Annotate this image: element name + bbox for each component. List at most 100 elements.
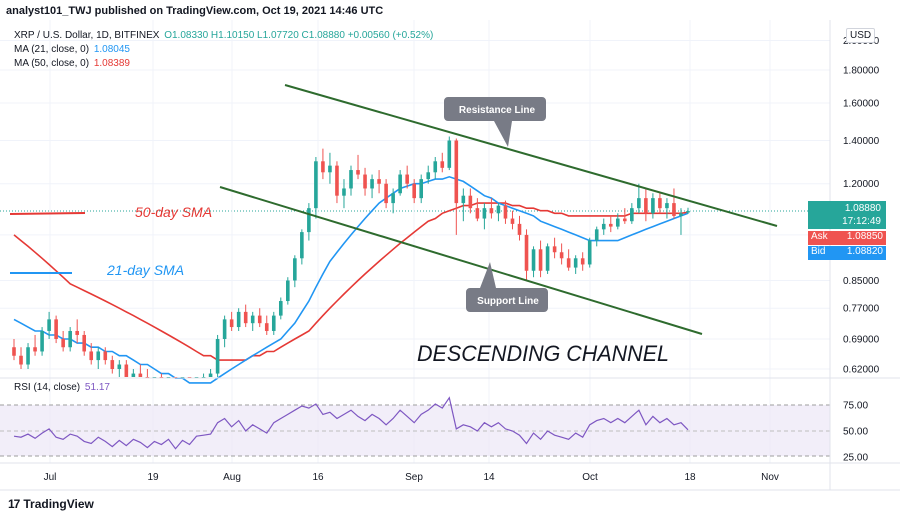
candle xyxy=(54,315,58,344)
rsi-tick-label: 25.00 xyxy=(843,453,868,464)
candle-body xyxy=(412,183,416,199)
candle xyxy=(384,179,388,209)
candle xyxy=(433,157,438,180)
candle xyxy=(398,170,402,196)
price-tick-label: 1.60000 xyxy=(843,99,880,110)
candle xyxy=(461,188,466,222)
candle-body xyxy=(665,203,669,209)
candle-body xyxy=(377,179,381,184)
tradingview-footer[interactable]: 17 TradingView xyxy=(8,497,94,511)
candle-body xyxy=(552,246,557,253)
candle xyxy=(644,188,648,222)
candle xyxy=(335,161,339,204)
candle xyxy=(426,165,431,184)
pattern-label: DESCENDING CHANNEL xyxy=(417,341,669,366)
ma21-legend: MA (21, close, 0) 1.08045 xyxy=(14,44,130,55)
candle-body xyxy=(257,315,262,324)
candle-body xyxy=(405,174,409,184)
candle xyxy=(377,170,381,194)
ask-value: 1.08850 xyxy=(846,231,883,242)
bid-value: 1.08820 xyxy=(846,246,883,257)
bid-price-tag: Bid 1.08820 xyxy=(808,246,886,260)
price-tick-label: 0.62000 xyxy=(843,365,880,376)
candle xyxy=(349,165,353,196)
candle-body xyxy=(33,347,37,352)
candle xyxy=(573,255,578,274)
candle xyxy=(208,369,213,377)
candle xyxy=(496,203,501,222)
candle-body xyxy=(243,311,248,324)
candle xyxy=(503,200,508,224)
candle xyxy=(47,311,51,339)
candle-body xyxy=(82,334,87,352)
ma21-line xyxy=(13,175,689,384)
bid-label: Bid xyxy=(811,246,826,257)
candle xyxy=(630,203,634,224)
candle xyxy=(264,315,269,335)
candle xyxy=(454,138,459,235)
candle xyxy=(679,208,683,235)
candle xyxy=(658,193,662,214)
price-tick-label: 0.77000 xyxy=(843,304,880,315)
candle-body xyxy=(229,319,234,328)
candle xyxy=(665,198,669,219)
candle-body xyxy=(630,208,634,222)
candle-body xyxy=(61,338,65,348)
candle-body xyxy=(538,249,543,271)
candle-body xyxy=(68,330,72,348)
candle xyxy=(12,338,16,361)
descending-channel-lines xyxy=(9,84,778,335)
ma50-line xyxy=(13,202,689,361)
candle xyxy=(222,315,227,348)
candle-body xyxy=(110,360,115,369)
rsi-axis: 75.00 50.00 25.00 xyxy=(843,401,868,464)
ask-label: Ask xyxy=(811,231,828,242)
candle xyxy=(236,308,241,331)
candle-body xyxy=(54,319,58,339)
candle-body xyxy=(293,258,297,281)
candle xyxy=(419,174,424,204)
ask-price-tag: Ask 1.08850 xyxy=(808,231,886,245)
tradingview-brand: TradingView xyxy=(23,497,94,511)
candles xyxy=(12,136,690,378)
resistance-callout: Resistance Line xyxy=(444,97,546,147)
candle xyxy=(61,330,65,352)
currency-badge[interactable]: USD xyxy=(846,28,876,43)
support-line-label: Support Line xyxy=(477,296,539,307)
candle-body xyxy=(250,315,255,324)
candle-body xyxy=(524,234,529,271)
candle-body xyxy=(426,172,431,180)
candle-body xyxy=(236,311,241,328)
ma50-legend-value: 1.08389 xyxy=(93,58,130,69)
candle xyxy=(75,319,79,344)
candle xyxy=(138,364,143,377)
candle-body xyxy=(384,183,388,204)
candle xyxy=(531,246,536,278)
candle xyxy=(475,198,480,222)
ma21-legend-value: 1.08045 xyxy=(93,44,130,55)
candle xyxy=(26,343,30,369)
candle xyxy=(40,327,44,356)
time-tick-label: Sep xyxy=(405,472,423,483)
candle-body xyxy=(623,218,627,222)
candle-body xyxy=(517,223,522,235)
candle-body xyxy=(644,198,648,214)
candle-body xyxy=(314,161,318,209)
candle xyxy=(110,355,115,374)
candle-body xyxy=(264,323,269,331)
candle xyxy=(524,229,529,281)
candle-body xyxy=(686,211,690,213)
candle xyxy=(594,226,599,247)
candle xyxy=(89,343,94,365)
publisher-header: analyst101_TWJ published on TradingView.… xyxy=(6,5,384,17)
candle-body xyxy=(328,165,332,173)
candle xyxy=(580,252,585,271)
time-tick-label: 14 xyxy=(483,472,495,483)
candle-body xyxy=(573,258,578,268)
candle xyxy=(307,203,311,241)
candle-body xyxy=(349,170,353,189)
candle xyxy=(278,297,283,320)
candle-body xyxy=(489,208,494,214)
candle xyxy=(117,360,122,377)
